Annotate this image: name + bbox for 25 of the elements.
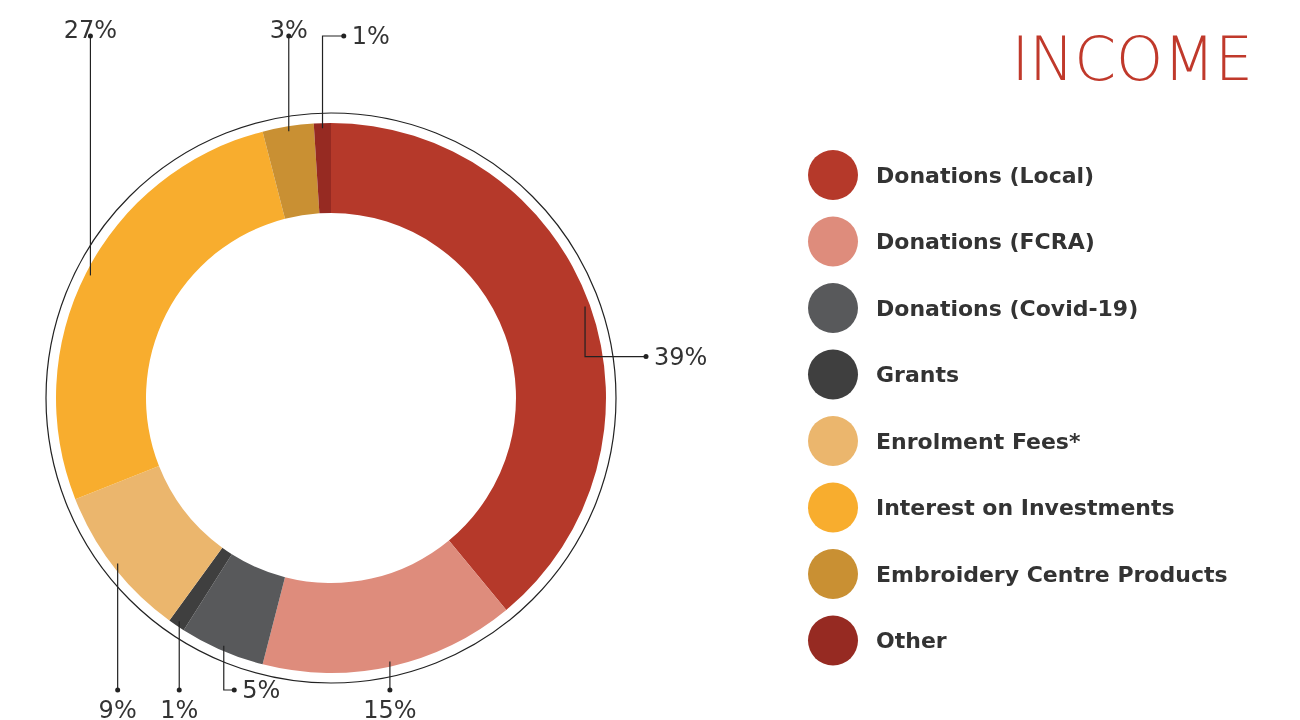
data-label: 9% — [98, 696, 137, 720]
donut-slice — [183, 554, 285, 665]
data-label: 27% — [63, 16, 118, 45]
data-label: 39% — [654, 342, 708, 371]
donut-slice — [262, 540, 507, 673]
legend-label: Embroidery Centre Products — [876, 561, 1228, 587]
donut-slice — [313, 123, 331, 214]
donut-slice — [262, 123, 320, 219]
chart-title: INCOME — [1011, 24, 1253, 94]
legend-label: Interest on Investments — [876, 495, 1175, 521]
donut-slice — [169, 547, 232, 631]
data-label: 3% — [269, 16, 308, 45]
donut-slice — [75, 466, 223, 621]
legend-label: Enrolment Fees* — [876, 428, 1081, 454]
data-label: 5% — [242, 676, 281, 705]
data-label: 1% — [351, 22, 390, 51]
legend-label: Donations (Covid-19) — [876, 295, 1139, 321]
data-label: 15% — [363, 696, 417, 720]
data-label: 1% — [160, 696, 199, 720]
legend-label: Other — [876, 628, 947, 654]
legend-label: Donations (Local) — [876, 162, 1095, 188]
legend-label: Grants — [876, 362, 960, 388]
donut-slice — [56, 131, 285, 500]
legend-label: Donations (FCRA) — [876, 229, 1095, 255]
donut-slice — [331, 123, 606, 610]
